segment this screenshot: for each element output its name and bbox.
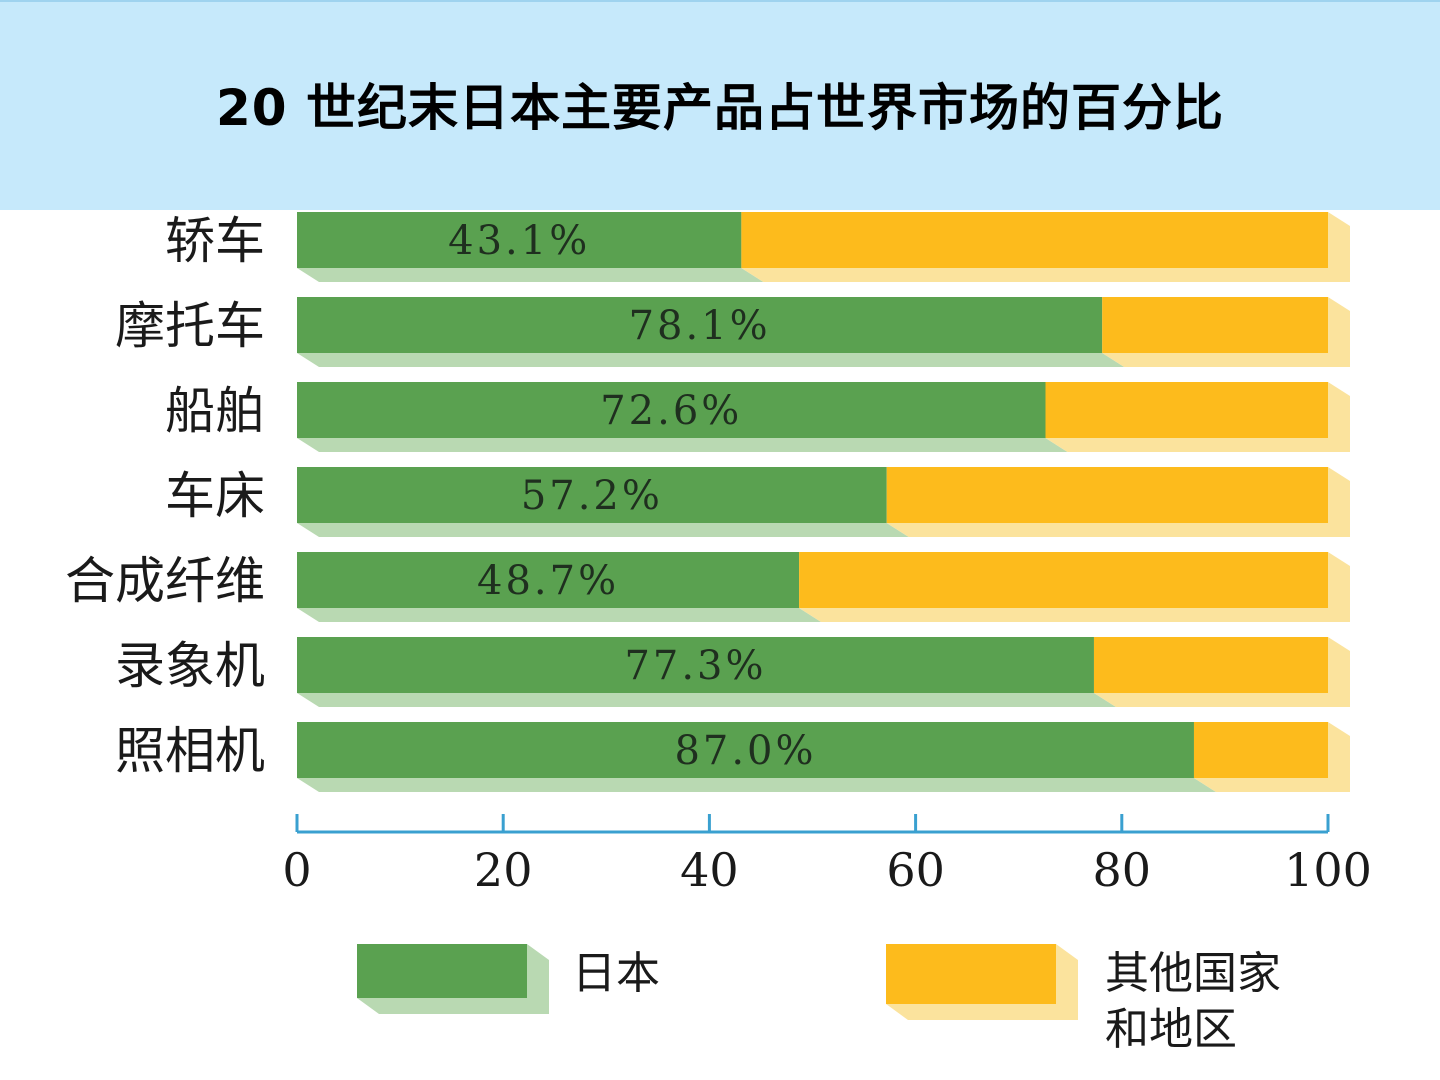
legend-swatch-japan — [357, 944, 527, 998]
bar-japan — [297, 212, 742, 268]
data-label: 72.6% — [600, 388, 742, 434]
bar-shadow-japan — [297, 693, 1116, 707]
category-label: 照相机 — [115, 722, 265, 780]
category-label: 船舶 — [165, 382, 265, 440]
data-label: 87.0% — [674, 728, 816, 774]
tick-label: 100 — [1284, 843, 1372, 897]
data-label: 57.2% — [521, 473, 663, 519]
bar-japan — [297, 382, 1046, 438]
tick-label: 80 — [1093, 843, 1152, 897]
bar-japan — [297, 552, 800, 608]
bar-others — [1102, 297, 1328, 353]
data-label: 78.1% — [629, 303, 771, 349]
data-label: 48.7% — [477, 558, 619, 604]
bars-layer: 轿车 43.1% 摩托车 78.1% 船舶 72.6% 车床 57.2% 合成纤维 48.7% 录象… — [65, 212, 1350, 792]
bar-shadow-japan — [297, 608, 822, 622]
bar-shadow-japan — [297, 778, 1216, 792]
bar-shadow-japan — [297, 523, 909, 537]
bar-others — [886, 467, 1328, 523]
category-label: 录象机 — [115, 637, 265, 695]
bar-others — [1193, 722, 1328, 778]
bar-japan — [297, 722, 1194, 778]
legend-swatch-others — [886, 944, 1056, 1004]
category-label: 车床 — [165, 467, 265, 525]
bar-shadow-japan — [297, 268, 764, 282]
bar-japan — [297, 467, 887, 523]
category-label: 合成纤维 — [65, 552, 265, 610]
data-label: 77.3% — [624, 643, 766, 689]
bar-others — [1093, 637, 1328, 693]
bar-japan — [297, 297, 1103, 353]
legend-label-others: 和地区 — [1105, 1004, 1237, 1055]
category-label: 摩托车 — [115, 297, 265, 355]
bar-shadow-japan — [297, 438, 1068, 452]
tick-label: 0 — [282, 843, 311, 897]
tick-label: 60 — [886, 843, 945, 897]
bar-others — [741, 212, 1328, 268]
category-label: 轿车 — [165, 212, 265, 270]
bar-japan — [297, 637, 1094, 693]
title-banner: 20 世纪末日本主要产品占世界市场的百分比 — [0, 0, 1440, 210]
bar-others — [1045, 382, 1328, 438]
tick-label: 20 — [474, 843, 533, 897]
bar-shadow-japan — [297, 353, 1125, 367]
legend-label-japan: 日本 — [572, 948, 660, 999]
tick-label: 40 — [680, 843, 739, 897]
legend-label-others: 其他国家 — [1105, 948, 1281, 999]
bar-others — [799, 552, 1328, 608]
x-axis: 0 20 40 60 80 100 — [282, 814, 1372, 897]
data-label: 43.1% — [448, 218, 590, 264]
chart-title: 20 世纪末日本主要产品占世界市场的百分比 — [216, 79, 1224, 137]
